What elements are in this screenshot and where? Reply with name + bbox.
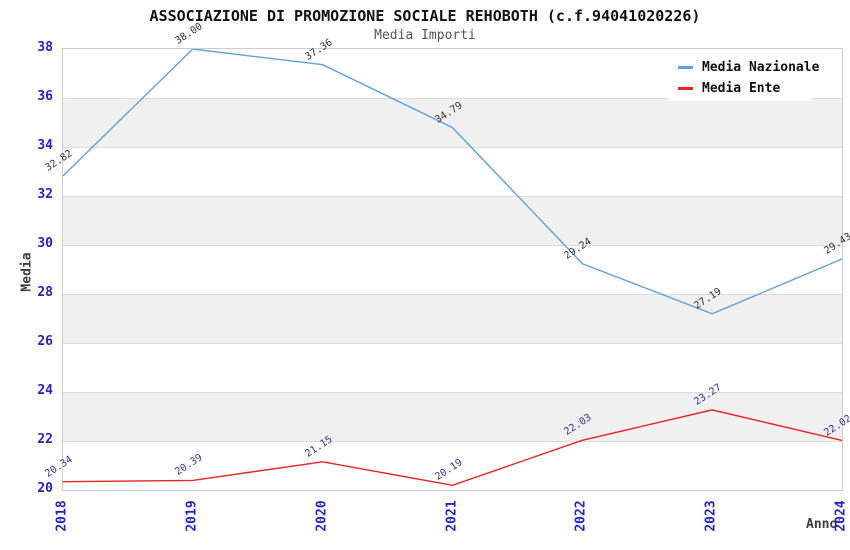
series-lines [63,49,842,487]
plot-band [63,245,842,294]
plot-band [63,294,842,343]
gridline [63,98,842,99]
plot-area [62,48,843,491]
legend-label: Media Nazionale [702,60,820,75]
chart-title: ASSOCIAZIONE DI PROMOZIONE SOCIALE REHOB… [149,7,701,25]
y-tick-label: 20 [37,481,53,496]
x-tick-label: 2021 [444,500,459,532]
gridline [63,245,842,246]
y-tick-label: 36 [37,89,53,104]
x-tick-label: 2023 [703,500,719,532]
gridline [63,294,842,295]
plot-band [63,392,842,441]
legend-swatch-nazionale-icon [678,66,693,69]
plot-band [63,147,842,196]
gridline [63,147,842,148]
x-tick-label: 2020 [314,500,330,532]
y-tick-label: 22 [37,432,53,447]
plot-band [63,441,842,490]
x-tick-label: 2019 [184,500,200,532]
x-tick-label: 2018 [54,500,70,532]
series-line-0 [63,49,842,315]
y-tick-label: 32 [37,187,53,202]
y-tick-label: 24 [37,383,53,398]
series-line-1 [63,409,842,487]
chart-subtitle: Media Importi [374,28,476,43]
legend-swatch-ente-icon [678,87,693,90]
gridline [63,343,842,344]
y-tick-label: 38 [37,40,53,55]
gridline [63,441,842,442]
y-tick-label: 30 [37,236,53,251]
gridline [63,392,842,393]
legend: Media Nazionale Media Ente [668,55,819,101]
legend-label: Media Ente [702,81,781,96]
plot-band [63,196,842,245]
x-tick-label: 2024 [833,500,849,532]
gridline [63,196,842,197]
x-tick-label: 2022 [573,500,589,532]
y-tick-label: 34 [37,138,53,153]
legend-item-media-ente: Media Ente [668,79,812,99]
x-axis-title: Anno [806,517,838,532]
y-tick-label: 26 [37,334,53,349]
plot-band [63,98,842,147]
y-tick-label: 28 [37,285,53,300]
legend-item-media-nazionale: Media Nazionale [668,58,819,78]
plot-band [63,343,842,392]
